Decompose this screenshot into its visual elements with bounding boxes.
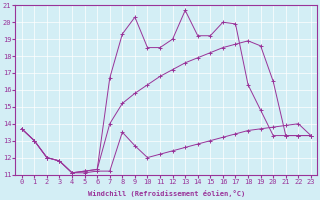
X-axis label: Windchill (Refroidissement éolien,°C): Windchill (Refroidissement éolien,°C) — [88, 190, 245, 197]
